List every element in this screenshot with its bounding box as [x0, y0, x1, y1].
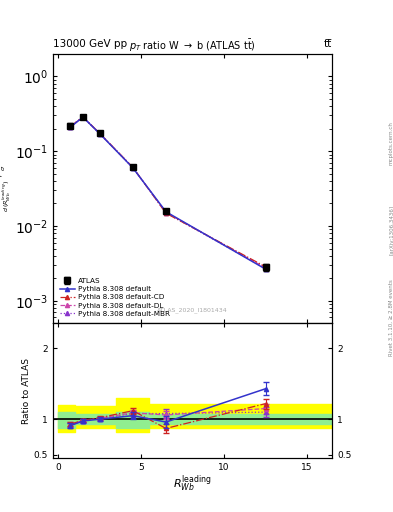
Pythia 8.308 default-DL	[163, 209, 168, 216]
Pythia 8.308 default-CD	[130, 164, 135, 170]
Text: tt̅: tt̅	[324, 38, 332, 49]
Pythia 8.308 default	[163, 209, 168, 215]
Line: Pythia 8.308 default-DL: Pythia 8.308 default-DL	[68, 115, 268, 270]
Pythia 8.308 default-MBR	[97, 131, 102, 137]
Pythia 8.308 default-CD	[97, 130, 102, 136]
Legend: ATLAS, Pythia 8.308 default, Pythia 8.308 default-CD, Pythia 8.308 default-DL, P: ATLAS, Pythia 8.308 default, Pythia 8.30…	[57, 275, 173, 320]
Line: Pythia 8.308 default-MBR: Pythia 8.308 default-MBR	[68, 115, 268, 271]
X-axis label: $R_{Wb}^{\rm leading}$: $R_{Wb}^{\rm leading}$	[173, 474, 212, 494]
Pythia 8.308 default-MBR	[163, 210, 168, 216]
Text: [arXiv:1306.3436]: [arXiv:1306.3436]	[389, 205, 393, 255]
Pythia 8.308 default-MBR	[130, 164, 135, 170]
Pythia 8.308 default	[263, 266, 268, 272]
Y-axis label: $\frac{d\sigma}{d\,(R_{Wb}^{leading})}$ / $\frac{1}{\sigma}$: $\frac{d\sigma}{d\,(R_{Wb}^{leading})}$ …	[0, 165, 13, 212]
Pythia 8.308 default-DL	[263, 265, 268, 271]
Pythia 8.308 default-CD	[81, 114, 85, 120]
Pythia 8.308 default-MBR	[68, 124, 73, 130]
Title: $p_T$ ratio W $\rightarrow$ b (ATLAS t$\bar{\rm t}$): $p_T$ ratio W $\rightarrow$ b (ATLAS t$\…	[129, 37, 256, 54]
Text: Rivet 3.1.10, ≥ 2.8M events: Rivet 3.1.10, ≥ 2.8M events	[389, 279, 393, 356]
Pythia 8.308 default	[97, 131, 102, 137]
Line: Pythia 8.308 default: Pythia 8.308 default	[68, 115, 268, 271]
Pythia 8.308 default	[68, 124, 73, 130]
Pythia 8.308 default-DL	[130, 164, 135, 170]
Pythia 8.308 default-CD	[263, 264, 268, 270]
Pythia 8.308 default-MBR	[263, 266, 268, 272]
Line: Pythia 8.308 default-CD: Pythia 8.308 default-CD	[68, 115, 268, 269]
Pythia 8.308 default-DL	[68, 123, 73, 130]
Pythia 8.308 default	[81, 114, 85, 120]
Text: ATLAS_2020_I1801434: ATLAS_2020_I1801434	[157, 307, 228, 313]
Text: mcplots.cern.ch: mcplots.cern.ch	[389, 121, 393, 165]
Pythia 8.308 default	[130, 165, 135, 171]
Y-axis label: Ratio to ATLAS: Ratio to ATLAS	[22, 358, 31, 424]
Pythia 8.308 default-CD	[68, 123, 73, 130]
Pythia 8.308 default-CD	[163, 210, 168, 217]
Text: 13000 GeV pp: 13000 GeV pp	[53, 38, 127, 49]
Pythia 8.308 default-MBR	[81, 114, 85, 120]
Pythia 8.308 default-DL	[97, 130, 102, 136]
Pythia 8.308 default-DL	[81, 114, 85, 120]
